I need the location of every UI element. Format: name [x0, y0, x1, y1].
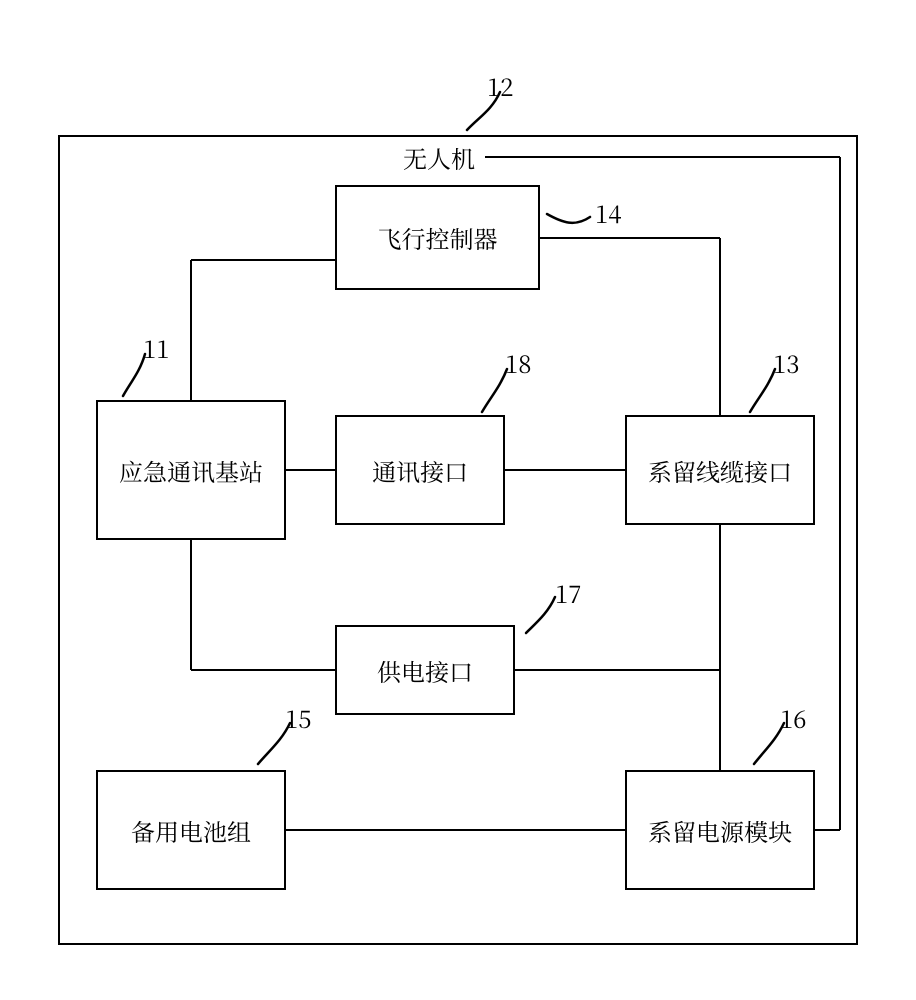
box-power-interface: 供电接口	[335, 625, 515, 715]
box-emergency-station: 应急通讯基站	[96, 400, 286, 540]
ref-title: 12	[487, 68, 513, 103]
ref-power-interface: 17	[555, 575, 581, 610]
label-flight-controller: 飞行控制器	[378, 220, 498, 255]
box-comm-interface: 通讯接口	[335, 415, 505, 525]
box-tether-cable-if: 系留线缆接口	[625, 415, 815, 525]
ref-flight-controller: 14	[595, 195, 621, 230]
ref-comm-interface: 18	[505, 345, 531, 380]
box-flight-controller: 飞行控制器	[335, 185, 540, 290]
ref-backup-battery: 15	[285, 700, 311, 735]
ref-tether-cable-if: 13	[773, 345, 799, 380]
label-comm-interface: 通讯接口	[372, 453, 468, 488]
label-power-interface: 供电接口	[377, 653, 473, 688]
label-emergency-station: 应急通讯基站	[119, 453, 263, 488]
ref-tether-power-module: 16	[780, 700, 806, 735]
box-tether-power-module: 系留电源模块	[625, 770, 815, 890]
label-tether-power-module: 系留电源模块	[648, 813, 792, 848]
ref-emergency-station: 11	[143, 330, 169, 365]
label-backup-battery: 备用电池组	[131, 813, 251, 848]
label-tether-cable-if: 系留线缆接口	[648, 453, 792, 488]
diagram-title: 无人机	[403, 140, 475, 175]
diagram-canvas: 无人机 飞行控制器 应急通讯基站 通讯接口 系留线缆接口 供电接口 备用电池组 …	[0, 0, 916, 1000]
box-backup-battery: 备用电池组	[96, 770, 286, 890]
